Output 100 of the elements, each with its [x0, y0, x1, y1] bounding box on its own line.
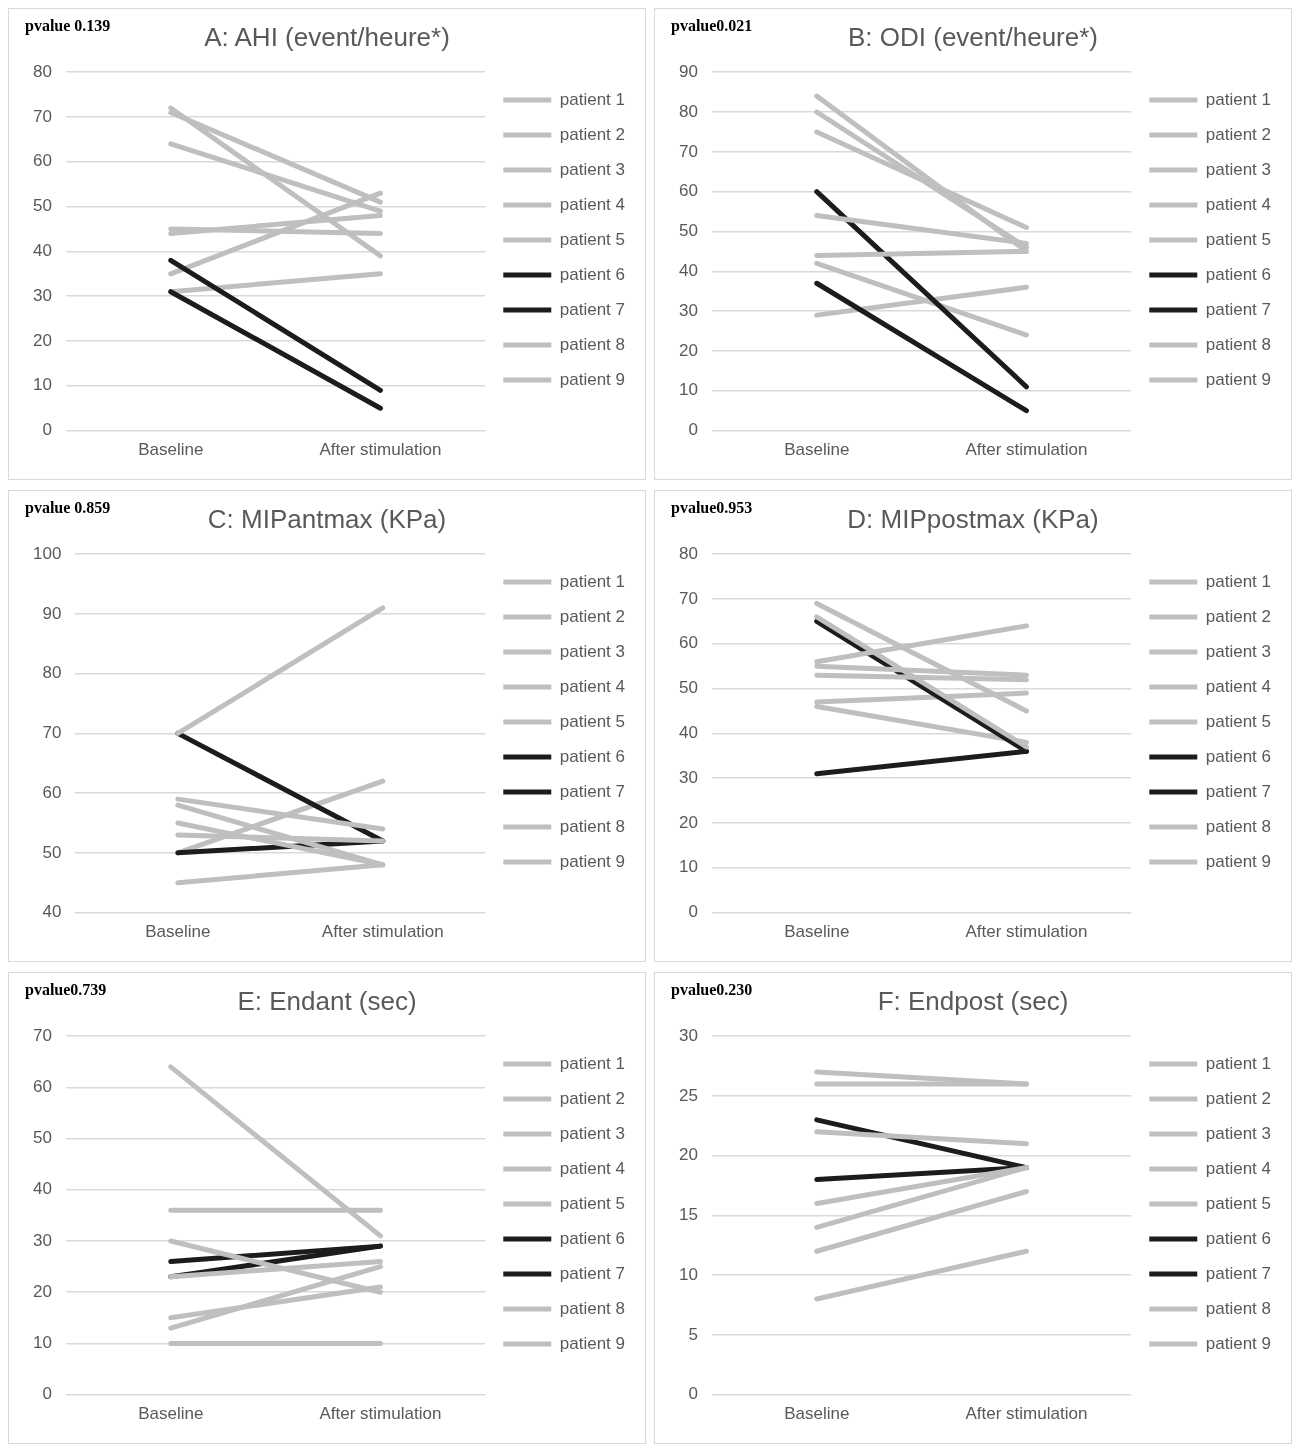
legend-label: patient 4 — [1205, 1158, 1272, 1178]
y-tick-label: 60 — [678, 181, 698, 201]
legend-label: patient 6 — [1205, 1228, 1272, 1248]
legend-label: patient 2 — [1205, 606, 1272, 626]
legend-label: patient 7 — [1205, 299, 1272, 319]
y-tick-label: 40 — [32, 241, 52, 261]
y-tick-label: 0 — [42, 1384, 52, 1404]
legend-label: patient 4 — [559, 194, 626, 214]
y-tick-label: 80 — [42, 663, 62, 683]
y-tick-label: 70 — [32, 1025, 52, 1045]
y-tick-label: 20 — [678, 1145, 698, 1165]
legend-label: patient 5 — [559, 229, 626, 249]
y-tick-label: 10 — [32, 1333, 52, 1353]
y-tick-label: 0 — [42, 420, 52, 440]
y-tick-label: 80 — [678, 543, 698, 563]
legend-label: patient 3 — [1205, 641, 1272, 661]
legend-label: patient 8 — [559, 816, 626, 836]
x-tick-label: After stimulation — [319, 440, 442, 460]
legend-label: patient 5 — [1205, 1193, 1272, 1213]
y-tick-label: 10 — [678, 380, 698, 400]
x-tick-label: Baseline — [138, 1404, 204, 1424]
legend-label: patient 7 — [1205, 781, 1272, 801]
y-tick-label: 70 — [42, 723, 62, 743]
x-tick-label: After stimulation — [965, 922, 1088, 942]
chart-title: E: Endant (sec) — [237, 985, 417, 1016]
y-tick-label: 10 — [32, 375, 52, 395]
legend-label: patient 5 — [1205, 711, 1272, 731]
x-tick-label: After stimulation — [319, 1404, 442, 1424]
legend-label: patient 9 — [1205, 369, 1272, 389]
x-tick-label: Baseline — [138, 440, 204, 460]
y-tick-label: 30 — [32, 1230, 52, 1250]
legend-label: patient 1 — [559, 89, 626, 109]
legend-label: patient 3 — [1205, 159, 1272, 179]
legend-label: patient 2 — [559, 606, 626, 626]
legend-label: patient 2 — [559, 124, 626, 144]
legend-label: patient 6 — [1205, 746, 1272, 766]
y-tick-label: 60 — [42, 782, 62, 802]
y-tick-label: 90 — [42, 603, 62, 623]
y-tick-label: 25 — [678, 1085, 698, 1105]
legend-label: patient 2 — [559, 1088, 626, 1108]
legend-label: patient 9 — [559, 369, 626, 389]
y-tick-label: 60 — [678, 633, 698, 653]
legend-label: patient 3 — [559, 641, 626, 661]
legend-label: patient 1 — [1205, 1053, 1272, 1073]
legend-label: patient 7 — [559, 1263, 626, 1283]
y-tick-label: 0 — [688, 420, 698, 440]
legend-label: patient 9 — [1205, 1333, 1272, 1353]
y-tick-label: 20 — [32, 330, 52, 350]
legend-label: patient 4 — [559, 1158, 626, 1178]
legend-label: patient 3 — [559, 159, 626, 179]
legend-label: patient 7 — [1205, 1263, 1272, 1283]
y-tick-label: 50 — [32, 196, 52, 216]
legend-label: patient 5 — [1205, 229, 1272, 249]
y-tick-label: 60 — [32, 1077, 52, 1097]
legend-label: patient 6 — [559, 1228, 626, 1248]
text: pvalue0.021 — [671, 17, 753, 35]
legend-label: patient 9 — [1205, 851, 1272, 871]
legend-label: patient 3 — [559, 1123, 626, 1143]
legend-label: patient 1 — [559, 571, 626, 591]
legend-label: patient 3 — [1205, 1123, 1272, 1143]
y-tick-label: 50 — [32, 1128, 52, 1148]
legend-label: patient 1 — [559, 1053, 626, 1073]
legend-label: patient 5 — [559, 711, 626, 731]
y-tick-label: 30 — [678, 1025, 698, 1045]
y-tick-label: 5 — [688, 1324, 698, 1344]
y-tick-label: 60 — [32, 151, 52, 171]
text: pvalue 0.859 — [25, 499, 111, 517]
legend-label: patient 5 — [559, 1193, 626, 1213]
y-tick-label: 90 — [678, 61, 698, 81]
y-tick-label: 40 — [32, 1179, 52, 1199]
legend-label: patient 8 — [559, 334, 626, 354]
y-tick-label: 0 — [688, 1384, 698, 1404]
y-tick-label: 0 — [688, 902, 698, 922]
y-tick-label: 10 — [678, 1264, 698, 1284]
y-tick-label: 40 — [678, 723, 698, 743]
y-tick-label: 20 — [32, 1281, 52, 1301]
legend-label: patient 1 — [1205, 89, 1272, 109]
legend-label: patient 4 — [559, 676, 626, 696]
x-tick-label: After stimulation — [321, 922, 444, 942]
legend-label: patient 2 — [1205, 1088, 1272, 1108]
y-tick-label: 20 — [678, 340, 698, 360]
y-tick-label: 30 — [32, 285, 52, 305]
text: pvalue0.230 — [671, 981, 753, 999]
legend-label: patient 1 — [1205, 571, 1272, 591]
chart-title: A: AHI (event/heure*) — [204, 21, 450, 52]
y-tick-label: 10 — [678, 857, 698, 877]
y-tick-label: 70 — [678, 141, 698, 161]
legend-label: patient 8 — [1205, 1298, 1272, 1318]
x-tick-label: Baseline — [145, 922, 211, 942]
y-tick-label: 50 — [678, 221, 698, 241]
y-tick-label: 15 — [678, 1205, 698, 1225]
x-tick-label: Baseline — [784, 440, 850, 460]
legend-label: patient 8 — [1205, 816, 1272, 836]
x-tick-label: Baseline — [784, 1404, 850, 1424]
y-tick-label: 30 — [678, 300, 698, 320]
y-tick-label: 50 — [42, 842, 62, 862]
legend-label: patient 8 — [559, 1298, 626, 1318]
legend-label: patient 7 — [559, 781, 626, 801]
legend-label: patient 2 — [1205, 124, 1272, 144]
x-tick-label: Baseline — [784, 922, 850, 942]
